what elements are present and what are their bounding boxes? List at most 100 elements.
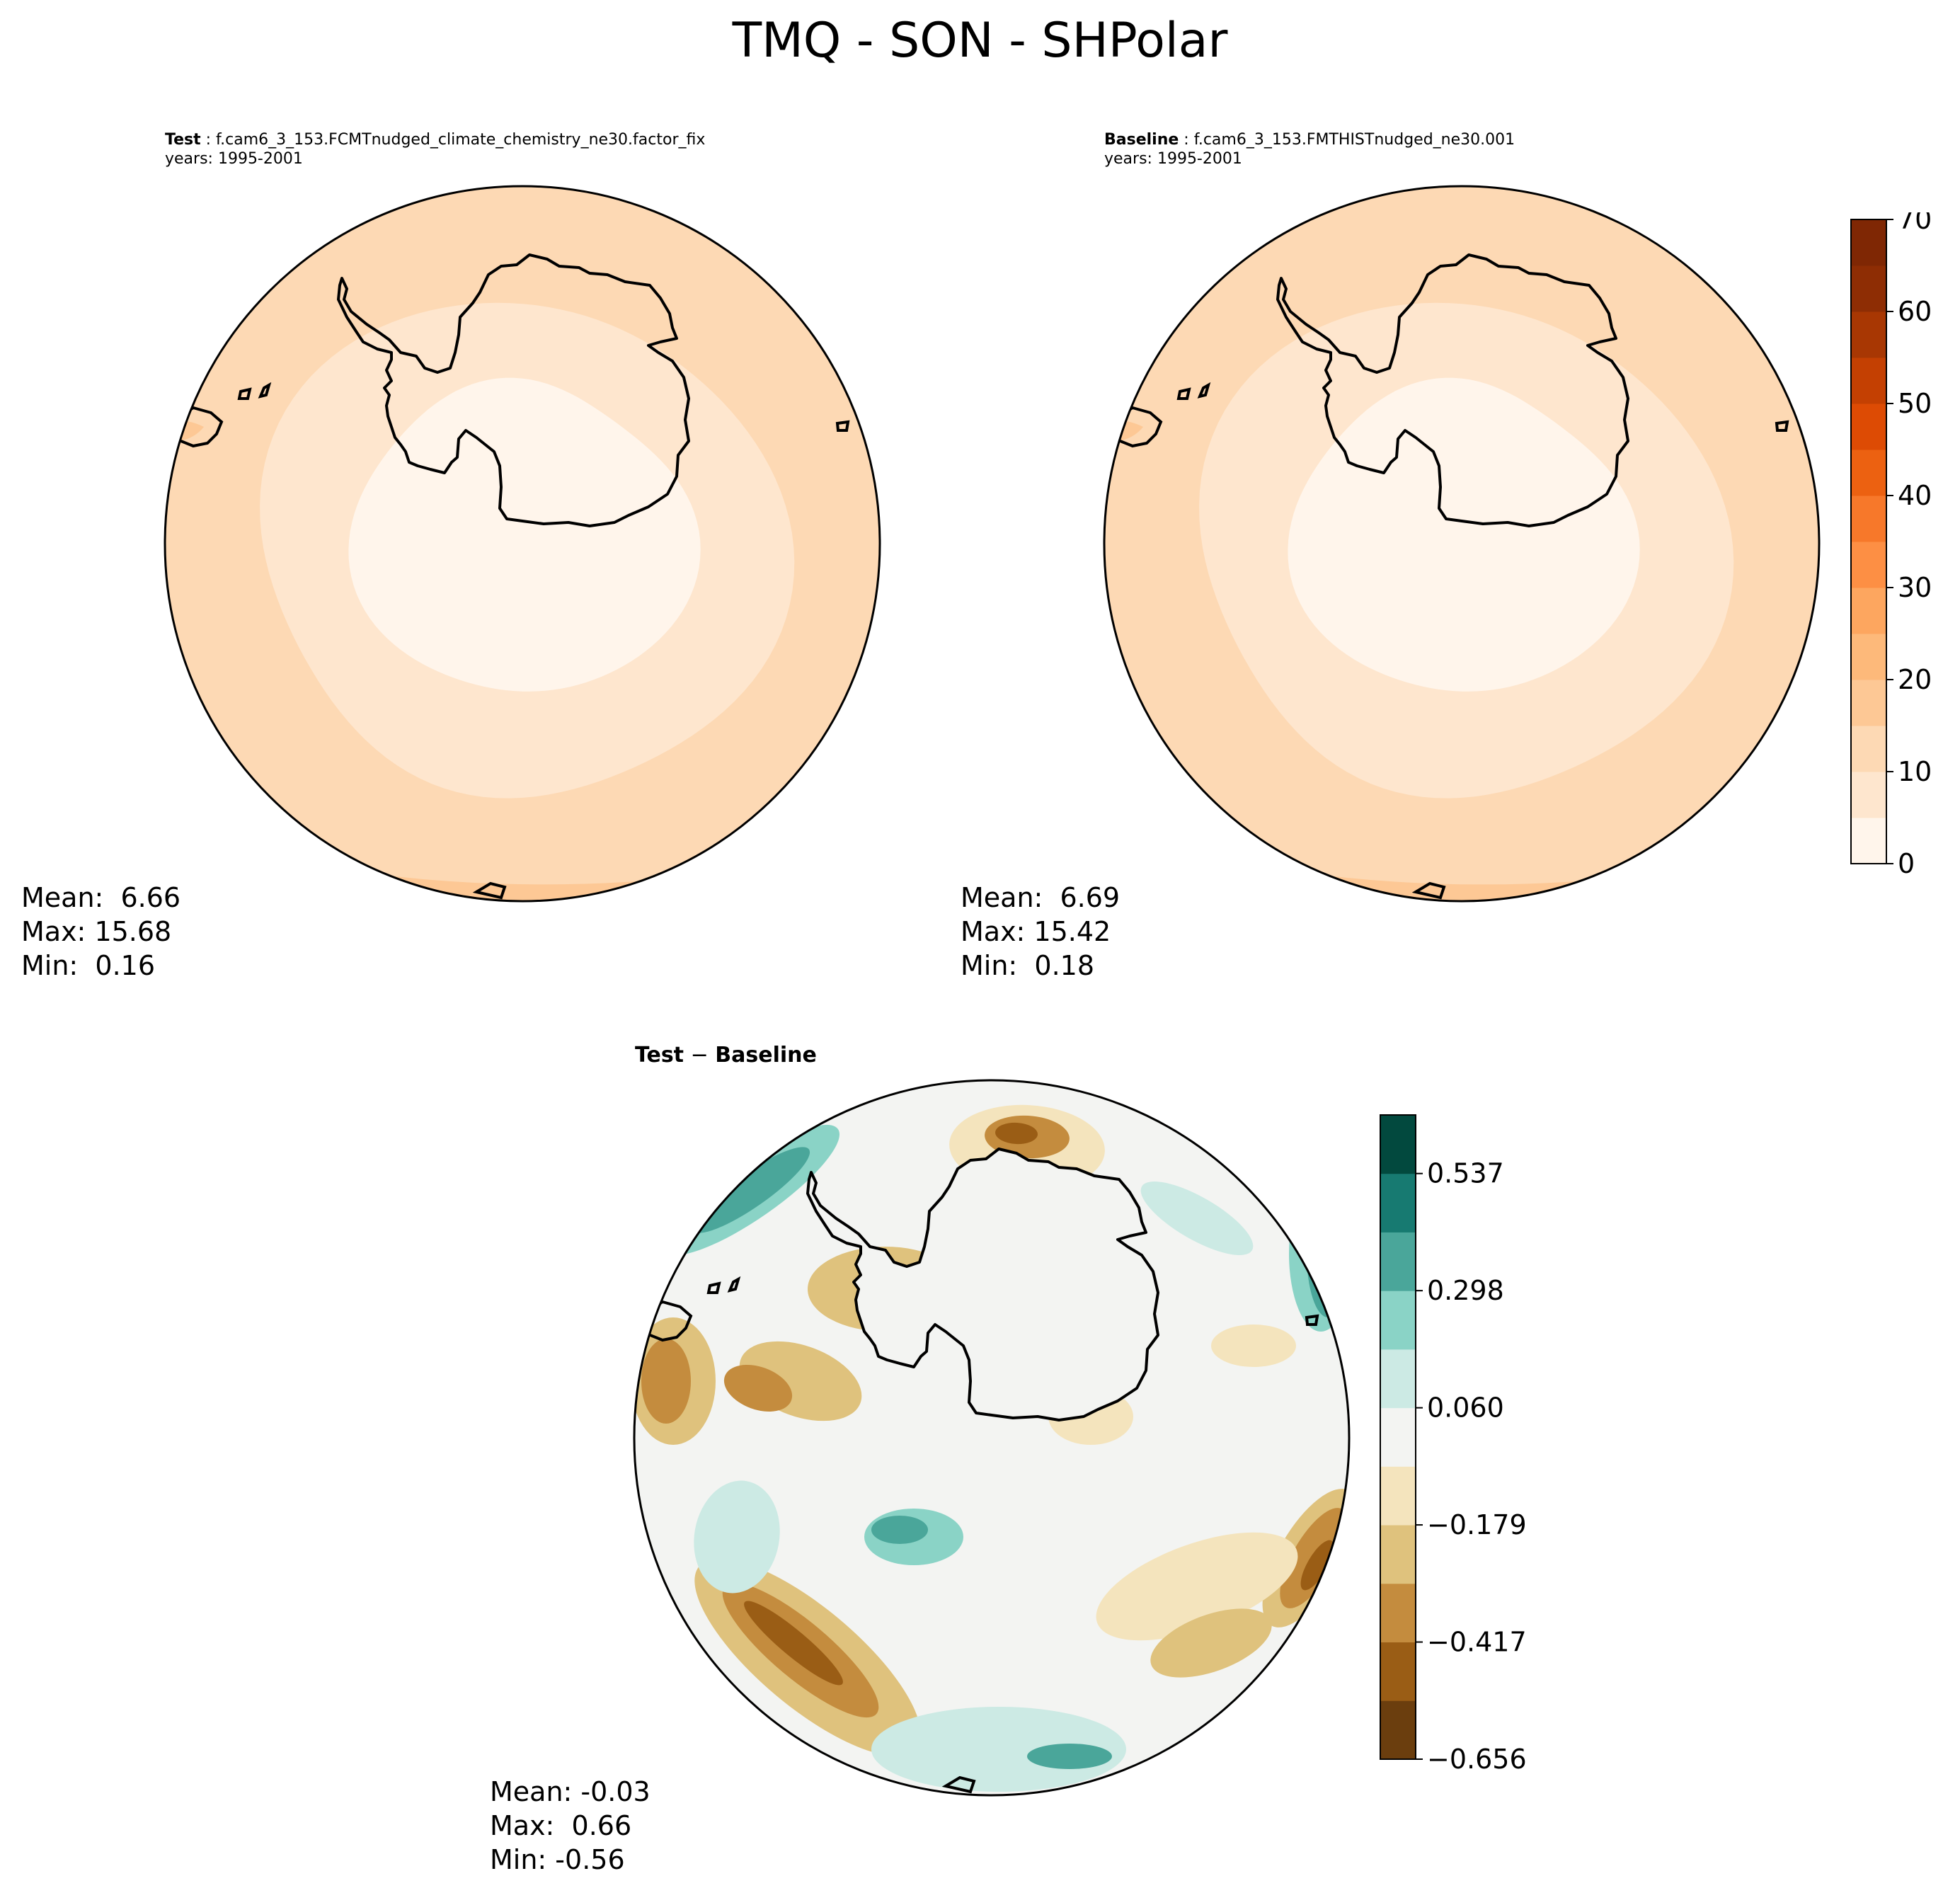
- antarctica-coastline: [337, 253, 690, 527]
- test-stats: Mean: 6.66 Max: 15.68 Min: 0.16: [21, 881, 180, 983]
- baseline-case-name: f.cam6_3_153.FMTHISTnudged_ne30.001: [1193, 131, 1515, 149]
- colorbar-level: [1851, 772, 1886, 818]
- field-level-high-patch: [1334, 876, 1596, 901]
- map-field: [165, 186, 880, 901]
- absolute-colorbar: 0 10 20 30 40 50 60 70: [1850, 212, 1932, 878]
- diff-anomaly-region: [744, 1601, 843, 1686]
- diff-anomaly-region: [995, 1122, 1038, 1145]
- colorbar-frame: [1850, 219, 1887, 864]
- colorbar-tick-label: −0.417: [1427, 1627, 1527, 1658]
- island-coastline: [706, 1281, 721, 1294]
- baseline-polar-map: [1103, 185, 1821, 903]
- baseline-max: Max: 15.42: [961, 916, 1111, 947]
- colorbar-level: [1380, 1291, 1416, 1350]
- island-coastline: [1305, 1314, 1319, 1326]
- diff-label-b: Baseline: [715, 1043, 817, 1068]
- baseline-mean: Mean: 6.69: [961, 882, 1121, 913]
- colorbar-tick-label: 20: [1898, 664, 1932, 695]
- diff-mean: Mean: -0.03: [490, 1776, 651, 1807]
- colorbar-level: [1380, 1642, 1416, 1701]
- diff-panel-header: Test − Baseline: [635, 1043, 817, 1068]
- diff-min: Min: -0.56: [490, 1844, 625, 1875]
- colorbar-level: [1851, 726, 1886, 772]
- figure-title: TMQ - SON - SHPolar: [732, 13, 1228, 69]
- colorbar-level: [1851, 450, 1886, 496]
- colorbar-tick-label: −0.179: [1427, 1509, 1527, 1540]
- island-coastline: [941, 1775, 976, 1794]
- colorbar-level: [1380, 1583, 1416, 1643]
- diff-anomaly-region: [1300, 1540, 1334, 1591]
- island-coastline: [258, 382, 272, 399]
- antarctica-coastline: [1276, 253, 1629, 527]
- map-boundary: [633, 1079, 1351, 1797]
- island-coastline: [472, 881, 507, 900]
- colorbar-level: [1380, 1115, 1416, 1174]
- island-coastline: [1197, 382, 1211, 399]
- map-boundary: [1103, 185, 1821, 903]
- diff-label-op: −: [684, 1043, 716, 1068]
- colorbar-level: [1851, 588, 1886, 634]
- colorbar-level: [1380, 1466, 1416, 1526]
- field-level-inner: [348, 377, 701, 692]
- diff-polar-map: [633, 1079, 1351, 1797]
- colorbar-tick-label: 70: [1898, 212, 1932, 235]
- colorbar-frame: [1380, 1114, 1416, 1760]
- colorbar-tick-label: 0.060: [1427, 1392, 1504, 1424]
- colorbar-level: [1380, 1407, 1416, 1467]
- map-field: [1104, 186, 1819, 901]
- baseline-years: years: 1995-2001: [1104, 150, 1242, 168]
- test-polar-map: [164, 185, 881, 903]
- colorbar-level: [1851, 219, 1886, 266]
- test-panel-header: Test : f.cam6_3_153.FCMTnudged_climate_c…: [165, 131, 706, 168]
- difference-colorbar: 0.537 0.298 0.060 −0.179 −0.417 −0.656: [1380, 1114, 1527, 1773]
- colorbar-level: [1380, 1525, 1416, 1584]
- diff-label-a: Test: [635, 1043, 684, 1068]
- diff-anomaly-region: [1150, 1608, 1272, 1678]
- antarctica-coastline: [806, 1148, 1159, 1421]
- island-coastline: [835, 420, 850, 432]
- colorbar-level: [1380, 1700, 1416, 1760]
- colorbar-tick-label: −0.656: [1427, 1744, 1527, 1773]
- colorbar-tick-label: 40: [1898, 480, 1932, 511]
- diff-anomaly-region: [1211, 1325, 1296, 1367]
- diff-anomaly-region: [1307, 1190, 1349, 1317]
- field-level-high-patch: [395, 876, 657, 901]
- baseline-min: Min: 0.18: [961, 950, 1094, 981]
- colorbar-tick-label: 10: [1898, 756, 1932, 787]
- colorbar-level: [1851, 496, 1886, 542]
- diff-anomaly-region: [871, 1707, 1126, 1792]
- diff-anomaly-region: [692, 1147, 810, 1233]
- colorbar-level: [1851, 265, 1886, 312]
- island-coastline: [727, 1276, 741, 1293]
- diff-anomaly-region: [1140, 1182, 1254, 1255]
- island-coastline: [1176, 387, 1191, 400]
- antarctica-neutral-region: [808, 1149, 1158, 1420]
- diff-anomaly-region: [1027, 1744, 1112, 1769]
- diff-anomaly-region: [723, 1365, 793, 1412]
- field-level-inner: [1288, 377, 1640, 692]
- colorbar-level: [1851, 311, 1886, 358]
- colorbar-level: [1851, 680, 1886, 726]
- colorbar-level: [1380, 1349, 1416, 1409]
- test-label: Test: [165, 131, 201, 149]
- test-years: years: 1995-2001: [165, 150, 303, 168]
- baseline-panel-header: Baseline : f.cam6_3_153.FMTHISTnudged_ne…: [1104, 131, 1515, 168]
- colorbar-tick-label: 0.537: [1427, 1158, 1504, 1189]
- colorbar-level: [1851, 542, 1886, 588]
- diff-anomaly-region: [641, 1339, 691, 1424]
- island-coastline: [1411, 881, 1446, 900]
- diff-anomaly-region: [1096, 1532, 1298, 1641]
- island-coastline: [237, 387, 252, 400]
- test-min: Min: 0.16: [21, 950, 155, 981]
- colorbar-level: [1851, 357, 1886, 404]
- colorbar-tick-label: 0.298: [1427, 1275, 1504, 1306]
- colorbar-level: [1851, 634, 1886, 680]
- colorbar-tick-label: 0: [1898, 848, 1915, 878]
- diff-max: Max: 0.66: [490, 1810, 632, 1841]
- colorbar-level: [1380, 1232, 1416, 1291]
- colorbar-tick-label: 30: [1898, 572, 1932, 603]
- map-field: [634, 1080, 1349, 1795]
- diff-anomaly-region: [694, 1480, 780, 1594]
- island-coastline: [1775, 420, 1789, 432]
